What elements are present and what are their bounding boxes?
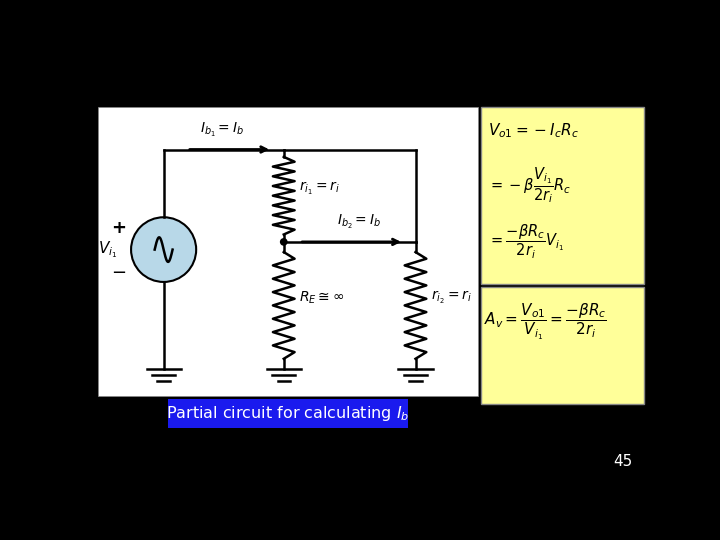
Bar xyxy=(168,399,408,428)
Text: $V_{o1} = -I_c R_c$: $V_{o1} = -I_c R_c$ xyxy=(487,121,578,140)
Text: $= \dfrac{-\beta R_c}{2r_i} V_{i_1}$: $= \dfrac{-\beta R_c}{2r_i} V_{i_1}$ xyxy=(487,222,564,261)
Text: $R_E \cong \infty$: $R_E \cong \infty$ xyxy=(300,289,345,306)
Bar xyxy=(98,107,477,396)
Text: $r_{i_2} = r_i$: $r_{i_2} = r_i$ xyxy=(431,289,472,306)
Text: $r_{i_1} = r_i$: $r_{i_1} = r_i$ xyxy=(300,179,340,197)
Text: $A_v = \dfrac{V_{o1}}{V_{i_1}} = \dfrac{-\beta R_c}{2r_i}$: $A_v = \dfrac{V_{o1}}{V_{i_1}} = \dfrac{… xyxy=(485,302,608,342)
Text: 45: 45 xyxy=(613,454,632,469)
Text: $I_{b_2} = I_b$: $I_{b_2} = I_b$ xyxy=(337,213,382,231)
Text: $V_{i_1}$: $V_{i_1}$ xyxy=(98,239,117,260)
Circle shape xyxy=(280,238,287,246)
Bar xyxy=(482,107,644,284)
Text: +: + xyxy=(111,219,126,237)
Text: $I_{b_1} = I_b$: $I_{b_1} = I_b$ xyxy=(199,120,244,139)
Bar xyxy=(482,287,644,403)
Text: $-$: $-$ xyxy=(111,262,126,280)
Circle shape xyxy=(131,217,196,282)
Text: $= -\beta \dfrac{V_{i_1}}{2r_i} R_c$: $= -\beta \dfrac{V_{i_1}}{2r_i} R_c$ xyxy=(487,165,571,205)
Text: Partial circuit for calculating $I_b$: Partial circuit for calculating $I_b$ xyxy=(166,404,409,423)
